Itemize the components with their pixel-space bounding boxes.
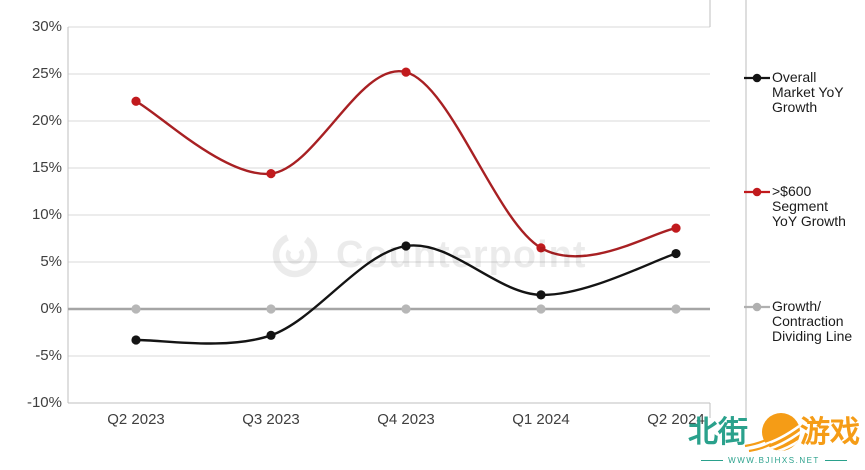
sun-field-icon	[744, 413, 800, 453]
data-point-marker	[401, 67, 411, 77]
y-axis-tick-label: 15%	[31, 159, 62, 176]
data-point-marker	[671, 248, 681, 259]
url-dash-right	[824, 460, 847, 461]
data-point-marker	[401, 241, 411, 251]
x-axis-tick-label: Q2 2024	[647, 411, 705, 428]
y-axis-tick-label: 25%	[31, 65, 62, 82]
data-point-marker	[266, 304, 276, 314]
series--600-segment-yoy-growth	[131, 67, 681, 258]
data-point-marker	[131, 96, 141, 106]
x-axis-tick-label: Q2 2023	[107, 411, 165, 428]
y-axis-tick-label: -5%	[35, 347, 62, 364]
site-url: WWW.BJIHXS.NET	[728, 456, 820, 465]
url-dash-left	[701, 460, 724, 461]
data-point-marker	[536, 304, 546, 314]
y-axis-tick-label: 5%	[40, 253, 62, 270]
x-axis-tick-label: Q1 2024	[512, 411, 570, 428]
x-axis-tick-label: Q4 2023	[377, 411, 435, 428]
series-line	[134, 244, 678, 345]
site-logo: 北街 游戏 WWW.BJIHXS.NET	[688, 412, 860, 465]
y-axis-tick-label: -10%	[26, 394, 62, 411]
site-logo-url-row: WWW.BJIHXS.NET	[701, 456, 847, 465]
data-point-marker	[266, 169, 276, 179]
y-axis-tick-label: 30%	[31, 18, 62, 35]
series-overall-market-yoy-growth	[131, 241, 681, 345]
data-point-marker	[536, 243, 546, 253]
data-point-marker	[671, 223, 681, 233]
data-point-marker	[536, 290, 546, 300]
y-axis-tick-label: 10%	[31, 206, 62, 223]
series-line	[134, 70, 678, 258]
data-point-marker	[401, 304, 411, 314]
data-point-marker	[131, 335, 141, 345]
site-logo-text-left: 北街	[688, 416, 748, 449]
site-logo-text-right: 游戏	[800, 416, 860, 449]
data-point-marker	[131, 304, 141, 314]
series-growth-contraction-dividing-line	[68, 304, 710, 314]
x-axis-tick-label: Q3 2023	[242, 411, 300, 428]
y-axis-tick-label: 20%	[31, 112, 62, 129]
data-point-marker	[266, 330, 276, 340]
data-point-marker	[671, 304, 681, 314]
y-axis-tick-label: 0%	[40, 300, 62, 317]
site-logo-row: 北街 游戏	[688, 412, 860, 454]
